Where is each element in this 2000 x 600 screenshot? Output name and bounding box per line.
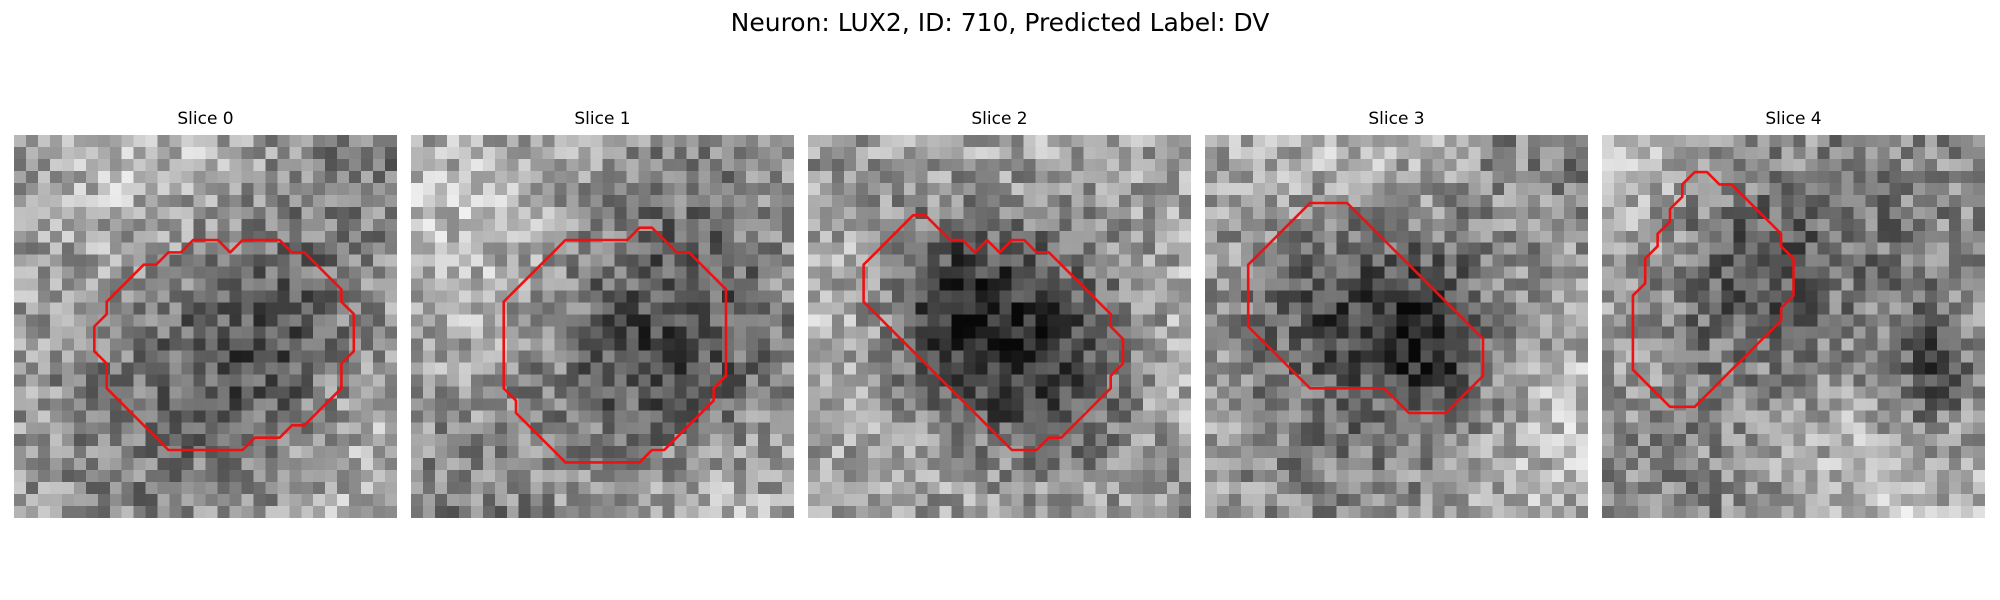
slice-title: Slice 0 (177, 109, 234, 129)
slice-panel-4: Slice 4 (1602, 108, 1985, 518)
slice-image (411, 135, 794, 518)
cell-contour (1631, 170, 1795, 409)
figure-title: Neuron: LUX2, ID: 710, Predicted Label: … (730, 8, 1270, 37)
slice-image (14, 135, 397, 518)
slice-image (1602, 135, 1985, 518)
cell-contour (862, 214, 1125, 452)
cell-contour (1246, 201, 1485, 415)
pixel-grid (1602, 135, 1985, 518)
cell-contour (93, 238, 356, 452)
slice-title: Slice 1 (574, 109, 631, 129)
slice-title: Slice 3 (1368, 109, 1425, 129)
pixel-grid (1205, 135, 1588, 518)
slice-title: Slice 2 (971, 109, 1028, 129)
slice-panel-2: Slice 2 (808, 108, 1191, 518)
pixel-grid (411, 135, 794, 518)
pixel-grid (14, 135, 397, 518)
slice-panel-3: Slice 3 (1205, 108, 1588, 518)
slice-panel-1: Slice 1 (411, 108, 794, 518)
slice-image (808, 135, 1191, 518)
cell-contour (502, 226, 728, 464)
slice-title: Slice 4 (1765, 109, 1822, 129)
slice-image (1205, 135, 1588, 518)
pixel-grid (808, 135, 1191, 518)
slice-panel-0: Slice 0 (14, 108, 397, 518)
